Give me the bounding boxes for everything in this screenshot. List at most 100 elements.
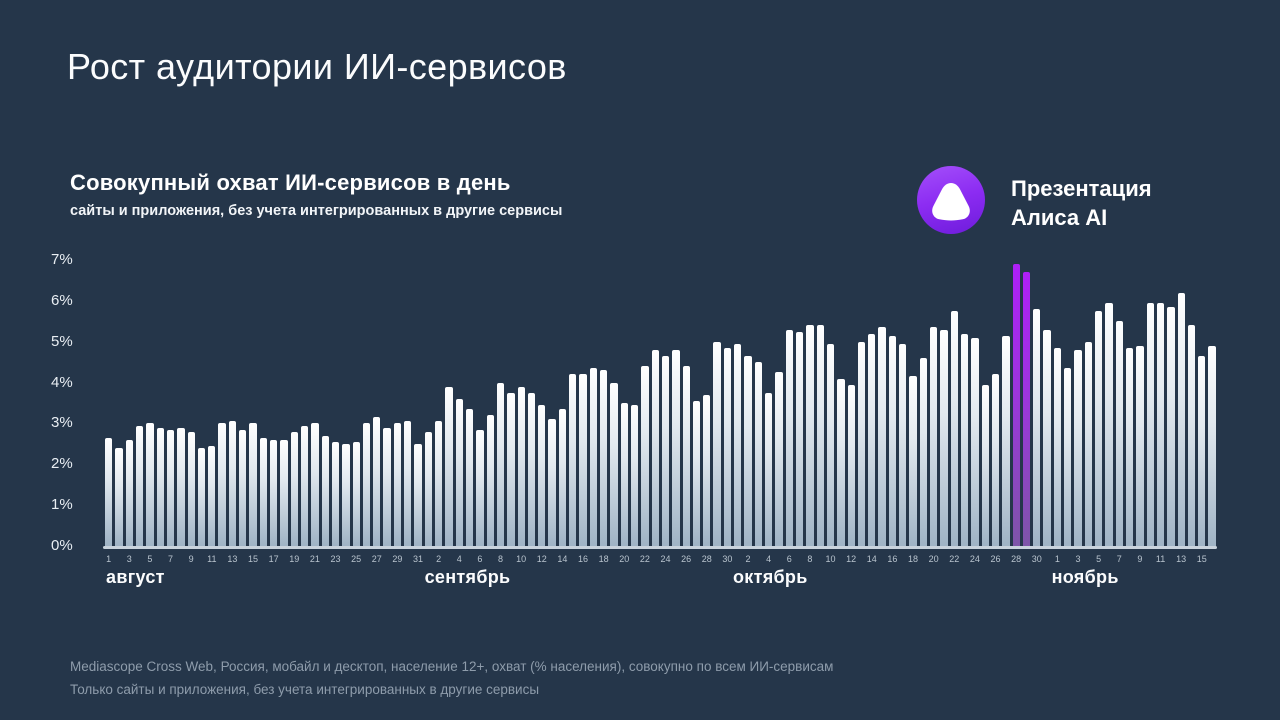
- x-tick-label: 7: [168, 554, 174, 564]
- bar: [105, 437, 113, 546]
- x-tick-label: [899, 554, 906, 564]
- bar: [300, 425, 309, 546]
- bar: [342, 443, 350, 546]
- x-tick-label: 2: [436, 554, 442, 564]
- bar: [146, 423, 154, 546]
- bar: [331, 441, 340, 546]
- bar: [765, 392, 773, 546]
- bar: [1177, 292, 1185, 546]
- bar: [950, 311, 958, 546]
- bar: [187, 431, 195, 546]
- x-tick-label: 11: [1155, 554, 1166, 564]
- x-tick-label: 13: [227, 554, 238, 564]
- x-tick-label: 12: [536, 554, 547, 564]
- month-label: сентябрь: [424, 567, 511, 587]
- x-tick-label: 6: [786, 554, 792, 564]
- bar: [661, 356, 670, 546]
- bar: [527, 392, 536, 546]
- x-tick-label: [693, 554, 700, 564]
- x-tick-label: [920, 554, 927, 564]
- bar: [290, 431, 298, 546]
- x-tick-label: 28: [701, 554, 712, 564]
- bar: [981, 384, 989, 546]
- x-tick-label: 5: [1096, 554, 1102, 564]
- x-tick-label: 24: [660, 554, 671, 564]
- x-tick-label: [363, 554, 370, 564]
- x-tick-label: 14: [866, 554, 877, 564]
- x-tick-label: [548, 554, 555, 564]
- source-note: Mediascope Cross Web, Россия, мобайл и д…: [70, 655, 833, 701]
- x-tick-label: [837, 554, 844, 564]
- bar: [239, 429, 247, 546]
- x-tick-label: 2: [745, 554, 751, 564]
- bar: [538, 405, 546, 546]
- x-tick-label: [878, 554, 885, 564]
- x-tick-label: [466, 554, 473, 564]
- bar: [682, 366, 690, 546]
- x-tick-label: [487, 554, 494, 564]
- chart-header: Совокупный охват ИИ-сервисов в день сайт…: [70, 170, 562, 219]
- bar: [919, 358, 927, 546]
- x-tick-label: [755, 554, 762, 564]
- x-tick-label: 30: [722, 554, 733, 564]
- x-tick-label: 4: [766, 554, 772, 564]
- x-tick-label: [982, 554, 989, 564]
- bar: [847, 384, 855, 546]
- bar: [280, 439, 288, 546]
- bar: [548, 419, 556, 546]
- bar: [517, 386, 525, 546]
- bar: [445, 386, 453, 546]
- x-tick-label: 16: [887, 554, 898, 564]
- bar: [208, 445, 216, 546]
- bar: [393, 423, 402, 546]
- x-tick-label: [239, 554, 246, 564]
- bar: [1125, 347, 1134, 546]
- bar: [1074, 349, 1082, 546]
- bar: [486, 415, 494, 546]
- x-tick-label: 17: [268, 554, 279, 564]
- bar: [569, 374, 577, 546]
- bar: [775, 372, 783, 546]
- bar: [135, 425, 144, 546]
- bar: [899, 343, 907, 546]
- bar: [228, 421, 237, 546]
- x-axis-tick-labels: 1 3 5 7 9 11 13 15 17 19 21 23 25 27 29 31 2 4 6 8 10 12 14 16 1…: [105, 554, 1215, 564]
- month-label: октябрь: [732, 567, 808, 587]
- bar: [630, 405, 639, 546]
- x-tick-label: [157, 554, 164, 564]
- x-tick-label: [1105, 554, 1112, 564]
- x-tick-label: [177, 554, 184, 564]
- highlight-legend-label: Презентация Алиса AI: [1011, 166, 1152, 232]
- bar: [311, 423, 319, 546]
- bar: [1053, 347, 1062, 546]
- x-tick-label: 8: [498, 554, 504, 564]
- x-tick-label: 3: [1075, 554, 1081, 564]
- bar: [455, 398, 463, 546]
- x-tick-label: [260, 554, 267, 564]
- x-tick-label: [610, 554, 617, 564]
- x-tick-label: [1085, 554, 1092, 564]
- page-title: Рост аудитории ИИ-сервисов: [67, 46, 567, 87]
- x-tick-label: [1126, 554, 1133, 564]
- x-tick-label: [1208, 554, 1215, 564]
- highlighted-bar: [1012, 264, 1020, 546]
- bar: [1095, 311, 1103, 546]
- x-tick-label: [940, 554, 947, 564]
- x-tick-label: 12: [846, 554, 857, 564]
- bar: [1064, 368, 1072, 546]
- x-tick-label: [775, 554, 782, 564]
- bar: [816, 325, 824, 546]
- bar: [166, 429, 175, 546]
- chart-subtitle: сайты и приложения, без учета интегриров…: [70, 203, 563, 219]
- bar: [218, 423, 226, 546]
- x-tick-label: [652, 554, 659, 564]
- bar: [1043, 329, 1051, 546]
- x-tick-label: [115, 554, 122, 564]
- bar: [826, 343, 835, 546]
- bar: [424, 431, 432, 546]
- x-tick-label: [528, 554, 535, 564]
- bar: [1146, 302, 1154, 546]
- legend-label-line2: Алиса AI: [1011, 205, 1108, 230]
- x-tick-label: 1: [106, 554, 112, 564]
- x-tick-label: [1188, 554, 1195, 564]
